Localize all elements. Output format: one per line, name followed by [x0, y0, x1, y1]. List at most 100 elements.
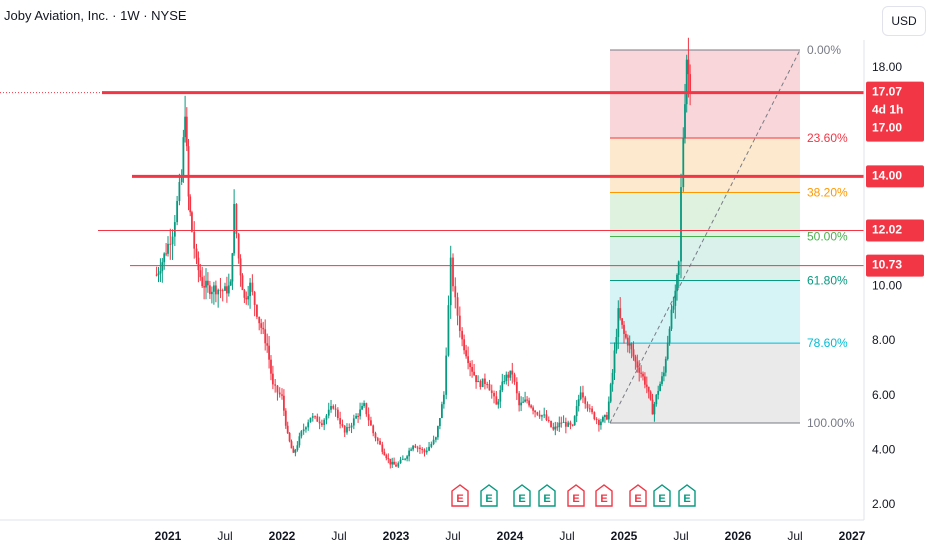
candle-body	[571, 424, 574, 426]
currency-button[interactable]: USD	[882, 6, 926, 36]
candle-body	[296, 445, 299, 450]
earnings-marker[interactable]: E	[653, 484, 671, 507]
candle-body	[383, 451, 386, 456]
candle-body	[461, 330, 464, 340]
candle-body	[495, 396, 498, 405]
earnings-marker-shape	[629, 484, 647, 507]
earnings-marker-label: E	[683, 493, 690, 505]
candle-body	[541, 415, 543, 417]
fib-retracement[interactable]: 0.00% 23.60% 38.20% 50.00% 61.80% 78.60% 100.0…	[609, 43, 855, 430]
candle-body	[677, 261, 680, 275]
candle-body	[318, 421, 321, 424]
candle-body	[567, 422, 570, 427]
candle-body	[379, 440, 381, 445]
candle-body	[684, 104, 686, 139]
time-tick-label: 2023	[383, 529, 410, 543]
price-tag-17-07[interactable]: 17.07 4d 1h 17.00	[866, 81, 924, 142]
candle-body	[543, 414, 546, 416]
candle-body	[536, 412, 539, 415]
candle-body	[229, 281, 232, 286]
candle-body	[381, 444, 384, 452]
earnings-marker[interactable]: E	[480, 484, 498, 507]
candle-body	[350, 425, 353, 428]
candle-body	[302, 429, 305, 432]
candle-body	[201, 277, 204, 287]
candle-body	[363, 403, 365, 406]
earnings-marker-label: E	[658, 493, 665, 505]
fib-level-label: 78.60%	[807, 336, 848, 350]
candle-body	[520, 402, 523, 406]
candle-body	[593, 412, 596, 420]
candle-body	[231, 253, 234, 282]
candle-body	[606, 415, 608, 420]
candle-body	[550, 420, 552, 427]
candle-body	[440, 404, 443, 419]
time-axis[interactable]: 2021 Jul 2022 Jul 2023 Jul 2024 Jul 2025 Jul 2026 J…	[0, 519, 866, 543]
candle-body	[334, 408, 337, 410]
earnings-marker-label: E	[572, 493, 579, 505]
candle-body	[311, 416, 314, 418]
price-tag-bg	[866, 219, 924, 242]
price-tag-bg	[866, 165, 924, 188]
candle-body	[161, 262, 164, 272]
candle-body	[473, 371, 475, 376]
candle-body	[465, 350, 468, 357]
candle-body	[355, 415, 357, 419]
candle-body	[497, 401, 500, 405]
candle-body	[237, 233, 240, 259]
earnings-marker[interactable]: E	[451, 484, 469, 507]
time-tick-label: Jul	[217, 529, 232, 543]
candle-body	[359, 409, 361, 417]
candle-body	[436, 426, 439, 438]
candle-body	[372, 425, 375, 434]
candle-body	[532, 407, 534, 411]
candle-body	[488, 384, 491, 391]
earnings-marker[interactable]: E	[595, 484, 613, 507]
candle-body	[298, 436, 301, 446]
price-tick-label: 8.00	[872, 333, 896, 347]
candle-body	[479, 380, 482, 388]
earnings-marker[interactable]: E	[629, 484, 647, 507]
fib-zone	[610, 280, 800, 344]
candle-body	[227, 285, 230, 294]
candle-body	[623, 324, 625, 334]
candle-body	[636, 361, 639, 368]
candle-body	[253, 291, 256, 305]
candle-body	[477, 380, 479, 383]
fib-level-label: 50.00%	[807, 230, 848, 244]
candle-body	[189, 196, 192, 213]
candle-body	[615, 337, 618, 351]
price-tag-bg	[866, 254, 924, 277]
price-tag-14-00[interactable]: 14.00	[866, 165, 924, 188]
candle-body	[689, 74, 692, 93]
candle-body	[670, 309, 673, 329]
candle-body	[651, 399, 654, 415]
candle-body	[316, 416, 319, 422]
candle-body	[187, 146, 190, 197]
price-tag-10-73[interactable]: 10.73	[866, 254, 924, 277]
candle-body	[241, 275, 244, 291]
candle-body	[167, 243, 169, 254]
time-tick-label: Jul	[445, 529, 460, 543]
candle-body	[630, 343, 633, 350]
candle-body	[376, 438, 379, 441]
candle-body	[456, 297, 459, 316]
candle-body	[249, 282, 251, 297]
candle-body	[454, 286, 457, 298]
fib-level-label: 23.60%	[807, 131, 848, 145]
candle-body	[271, 373, 274, 385]
horizontal-levels[interactable]	[0, 91, 864, 267]
earnings-marker[interactable]: E	[567, 484, 585, 507]
earnings-marker[interactable]: E	[678, 484, 696, 507]
earnings-marker[interactable]: E	[513, 484, 531, 507]
candle-body	[416, 447, 419, 449]
candle-body	[663, 372, 665, 377]
earnings-marker[interactable]: E	[538, 484, 556, 507]
candle-body	[680, 187, 682, 262]
candle-body	[538, 414, 541, 417]
price-tag-12-02[interactable]: 12.02	[866, 219, 924, 242]
candle-body	[645, 384, 648, 387]
